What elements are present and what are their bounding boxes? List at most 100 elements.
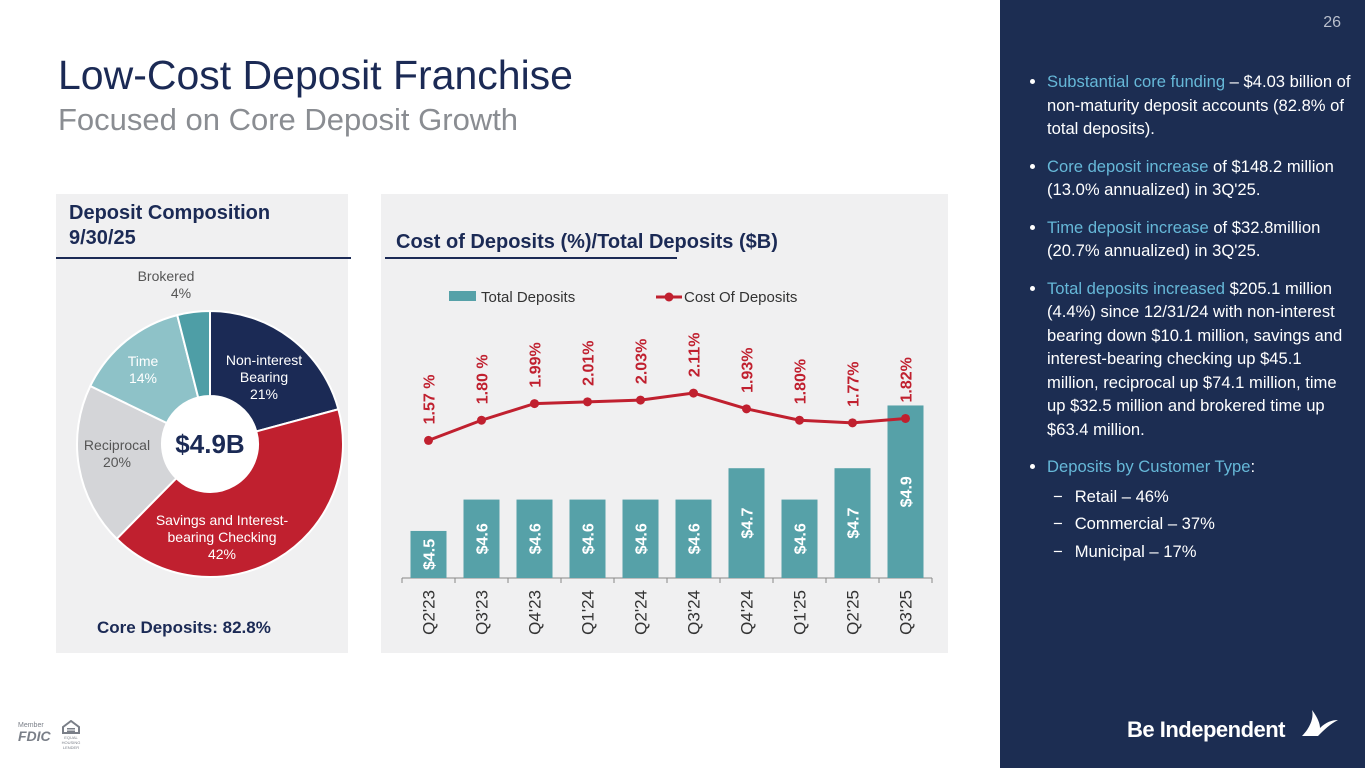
donut-label: Time 14% [108, 353, 178, 387]
side-panel: 26 Substantial core funding – $4.03 bill… [1000, 0, 1365, 768]
bullet: Total deposits increased $205.1 million … [1047, 277, 1352, 442]
bar [834, 468, 871, 578]
fdic-name: FDIC [18, 728, 51, 744]
line-marker [477, 415, 486, 425]
bullet-list: Substantial core funding – $4.03 billion… [1028, 70, 1352, 577]
sub-bullet: Commercial – 37% [1053, 512, 1352, 536]
line-value-label: 1.80 % [475, 354, 492, 404]
category-label: Brokered [137, 268, 195, 284]
bullet-text: of $148.2 million (13.0% annualized) in … [1047, 156, 1334, 200]
bullet: Deposits by Customer Type: Retail – 46% Co… [1047, 455, 1352, 563]
bar-value-label: $4.5 [422, 539, 439, 570]
donut-label: Non-interest Bearing 21% [209, 352, 319, 403]
legend-swatch [449, 291, 476, 301]
bullet: Core deposit increase of $148.2 million … [1047, 155, 1352, 202]
donut-title: Deposit Composition 9/30/25 [69, 202, 271, 249]
bar-value-label: $4.7 [740, 507, 757, 538]
category-label: Time [127, 353, 159, 369]
bullet: Time deposit increase of $32.8million (2… [1047, 216, 1352, 263]
bullet-highlight: Substantial core funding [1047, 72, 1226, 91]
bar-value-label: $4.6 [793, 523, 810, 554]
bar [410, 530, 447, 578]
page-number: 26 [1323, 14, 1341, 31]
bar-value-label: $4.6 [475, 523, 492, 554]
bar [675, 499, 712, 578]
line-value-label: 1.82% [899, 357, 916, 402]
bar-value-label: $4.6 [528, 523, 545, 554]
x-tick-label: Q3'24 [685, 590, 704, 635]
line-value-label: 2.03% [634, 339, 651, 384]
line-value-label: 1.80% [793, 359, 810, 404]
x-tick-label: Q1'25 [791, 590, 810, 635]
donut-hole [162, 396, 258, 492]
bullet: Substantial core funding – $4.03 billion… [1047, 70, 1352, 141]
legend-marker [664, 292, 674, 302]
line-marker [530, 399, 539, 409]
bullet-highlight: Time deposit increase [1047, 217, 1209, 237]
slide-title: Low-Cost Deposit Franchise [58, 52, 573, 98]
value-label: 21% [249, 386, 279, 402]
ehl-logo: EQUAL HOUSING LENDER [58, 719, 84, 750]
line-marker [795, 415, 804, 425]
combo-chart: Q2'23 Q3'23 Q4'23 Q1'24 Q2'24 Q3'24 Q4'24 Q1'25… [401, 289, 933, 635]
bullet-text: of $32.8million (20.7% annualized) in 3Q… [1047, 217, 1321, 261]
sub-bullet: Municipal – 17% [1053, 540, 1352, 564]
donut-label: Savings and Interest-bearing Checking 42% [137, 512, 307, 563]
ehl-text: EQUAL HOUSING LENDER [61, 735, 81, 750]
x-tick-label: Q2'24 [632, 590, 651, 635]
x-tick-label: Q3'23 [473, 590, 492, 635]
line-value-label: 1.57 % [422, 375, 439, 425]
bar-value-label: $4.6 [634, 523, 651, 554]
line-marker [689, 388, 698, 398]
title-rule [56, 257, 351, 259]
x-tick-label: Q4'23 [526, 590, 545, 635]
bar-value-label: $4.9 [899, 476, 916, 507]
bullet-text: $205.1 million (4.4%) since 12/31/24 wit… [1047, 278, 1343, 439]
value-label: 4% [170, 285, 192, 301]
bar [728, 468, 765, 578]
bar [887, 405, 924, 578]
bar [622, 499, 659, 578]
donut-footnote: Core Deposits: 82.8% [97, 618, 271, 637]
fdic-member: Member [18, 722, 44, 729]
value-label: 42% [207, 546, 237, 562]
bar [463, 499, 500, 578]
donut-label: Reciprocal 20% [72, 437, 162, 471]
x-tick-label: Q3'25 [897, 590, 916, 635]
x-tick-label: Q2'23 [420, 590, 439, 635]
sub-bullet: Retail – 46% [1053, 485, 1352, 509]
bullet-text: – $4.03 billion of non-maturity deposit … [1047, 72, 1351, 138]
donut-label: Brokered 4% [126, 268, 206, 302]
bar [569, 499, 606, 578]
line-value-label: 1.77% [846, 361, 863, 406]
donut-center-label: $4.9B [175, 429, 244, 459]
line-value-label: 1.93% [740, 347, 757, 392]
bullet-highlight: Core deposit increase [1047, 156, 1209, 176]
bird-icon [1302, 710, 1338, 736]
category-label: Non-interest Bearing [225, 352, 303, 385]
bar [516, 499, 553, 578]
legend-label: Total Deposits [481, 289, 575, 306]
house-icon [62, 719, 80, 734]
combo-title: Cost of Deposits (%)/Total Deposits ($B) [396, 231, 778, 253]
bar [781, 499, 818, 578]
line-marker [742, 404, 751, 414]
line-marker [636, 395, 645, 405]
bar-value-label: $4.6 [581, 523, 598, 554]
category-label: Savings and Interest-bearing Checking [155, 512, 289, 545]
line-series [427, 391, 906, 442]
line-marker [901, 413, 910, 423]
bullet-highlight: Total deposits increased [1047, 278, 1226, 298]
bar-value-label: $4.6 [687, 523, 704, 554]
legend-label: Cost Of Deposits [684, 289, 797, 306]
line-marker [583, 397, 592, 407]
sub-list: Retail – 46% Commercial – 37% Municipal – … [1047, 485, 1352, 564]
category-label: Reciprocal [83, 437, 151, 453]
x-tick-label: Q1'24 [579, 590, 598, 635]
value-label: 14% [128, 370, 158, 386]
donut-chart: $4.9B [76, 309, 344, 578]
x-tick-label: Q4'24 [738, 590, 757, 635]
bar-value-label: $4.7 [846, 507, 863, 538]
bullet-text: : [1250, 457, 1256, 476]
